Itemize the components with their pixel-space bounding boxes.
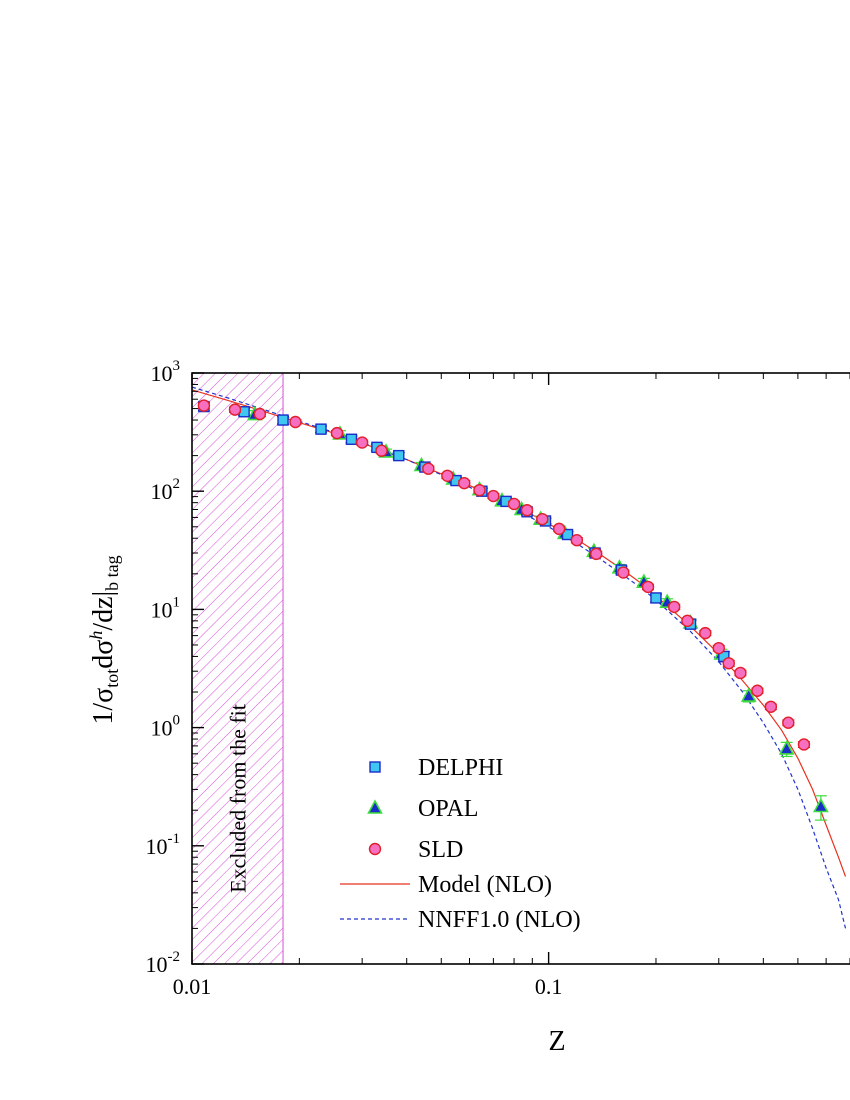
sld-point bbox=[764, 700, 778, 713]
sld-point bbox=[722, 657, 735, 670]
sld-point bbox=[712, 641, 725, 655]
axes-layer bbox=[191, 372, 850, 965]
sld-point bbox=[681, 614, 694, 628]
curves-layer bbox=[192, 386, 847, 929]
y-tick-label: 10-2 bbox=[146, 949, 181, 977]
sld-point bbox=[699, 626, 712, 640]
delphi-point bbox=[561, 528, 574, 541]
sld-point bbox=[487, 489, 500, 503]
sld-point bbox=[782, 716, 795, 729]
sld-point bbox=[330, 426, 344, 440]
delphi-point bbox=[345, 433, 358, 445]
sld-point bbox=[536, 512, 549, 526]
sld-point bbox=[422, 462, 435, 475]
points-layer bbox=[197, 399, 829, 821]
sld-point bbox=[668, 600, 681, 614]
y-tick-label: 101 bbox=[151, 594, 181, 622]
sld-point bbox=[197, 399, 211, 412]
sld-point bbox=[375, 444, 388, 457]
legend-sld-label: SLD bbox=[418, 837, 463, 863]
sld-point bbox=[590, 547, 603, 561]
sld-point bbox=[228, 403, 242, 416]
y-title-btag-sub: b tag bbox=[102, 555, 122, 591]
legend-sld-marker bbox=[368, 842, 382, 856]
delphi-point bbox=[277, 414, 289, 426]
tick-labels-layer: 10-2 10-1 100 101 102 103 0.01 0.1 bbox=[146, 358, 563, 999]
legend-curve-label: Model (NLO) bbox=[418, 872, 552, 898]
opal-point bbox=[740, 687, 757, 702]
delphi-point bbox=[393, 449, 405, 462]
y-title-mid: dσ bbox=[88, 640, 119, 669]
sld-point bbox=[552, 522, 566, 536]
y-axis-title: 1/σtotdσh/dz|b tag bbox=[86, 555, 122, 724]
legend: DELPHI OPAL SLD Model (NLO) NNFF1.0 (NLO) bbox=[340, 755, 581, 933]
sld-point bbox=[355, 436, 369, 449]
delphi-point bbox=[315, 423, 327, 435]
y-title-h-sup: h bbox=[86, 631, 106, 640]
y-tick-label: 102 bbox=[151, 476, 181, 504]
legend-opal-marker bbox=[367, 799, 383, 814]
legend-delphi-marker bbox=[369, 761, 381, 773]
legend-delphi-label: DELPHI bbox=[418, 755, 503, 781]
sld-point bbox=[520, 504, 534, 517]
curve-nnff-nlo bbox=[192, 386, 847, 929]
excluded-region-label: Excluded from the fit bbox=[226, 704, 251, 893]
sld-point bbox=[734, 666, 747, 680]
sld-point bbox=[797, 738, 811, 751]
sld-point bbox=[473, 483, 486, 497]
y-tick-label: 103 bbox=[151, 358, 181, 386]
excluded-region: Excluded from the fit bbox=[191, 372, 284, 965]
sld-point bbox=[253, 407, 267, 421]
opal-point bbox=[778, 740, 795, 755]
excluded-region-rect bbox=[191, 372, 284, 965]
y-title-prefix: 1/σ bbox=[88, 688, 119, 725]
opal-point bbox=[813, 797, 829, 813]
sld-point bbox=[570, 533, 584, 547]
plot-frame bbox=[191, 372, 850, 965]
y-tick-label: 100 bbox=[151, 713, 181, 741]
y-title-tot-sub: tot bbox=[102, 669, 122, 688]
sld-point bbox=[751, 684, 764, 697]
sld-point bbox=[617, 566, 630, 579]
x-axis-title: Z bbox=[548, 1026, 565, 1057]
sld-point bbox=[507, 497, 521, 511]
sld-point bbox=[641, 580, 655, 594]
x-tick-label: 0.1 bbox=[535, 974, 563, 999]
sld-point bbox=[289, 415, 302, 429]
delphi-point bbox=[650, 592, 662, 604]
sld-point bbox=[458, 476, 471, 490]
y-tick-label: 10-1 bbox=[146, 831, 181, 859]
sld-point bbox=[441, 469, 454, 482]
legend-curve-label: NNFF1.0 (NLO) bbox=[418, 907, 581, 933]
curve-model-nlo bbox=[192, 389, 847, 877]
y-title-suffix: /dz| bbox=[88, 591, 119, 631]
x-tick-label: 0.01 bbox=[173, 974, 212, 999]
legend-opal-label: OPAL bbox=[418, 796, 478, 822]
